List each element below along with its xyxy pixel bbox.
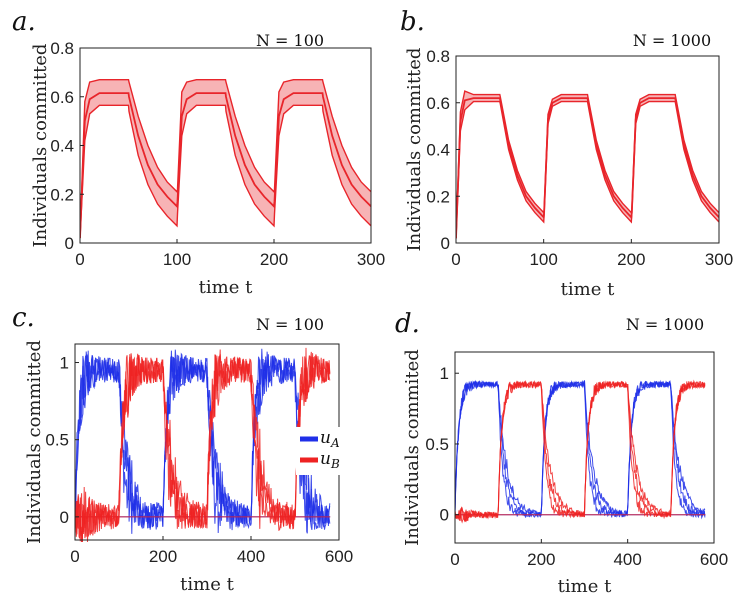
y-tick-label: 0.6 bbox=[50, 88, 74, 107]
x-tick-label: 200 bbox=[527, 550, 555, 569]
x-tick-label: 0 bbox=[75, 250, 84, 269]
y-tick-label: 0.5 bbox=[425, 435, 449, 454]
y-axis-label: Individuals committed bbox=[404, 48, 425, 252]
y-tick-label: 0.8 bbox=[50, 39, 74, 58]
plot-area bbox=[80, 78, 371, 239]
y-tick-label: 0.6 bbox=[426, 94, 450, 113]
panel-label: d. bbox=[395, 309, 420, 339]
x-tick-label: 300 bbox=[357, 250, 385, 269]
confidence-band bbox=[456, 91, 719, 239]
panel-label: a. bbox=[12, 7, 36, 37]
x-tick-label: 0 bbox=[70, 547, 79, 566]
x-tick-label: 600 bbox=[325, 547, 353, 566]
trace-u_A-2 bbox=[455, 379, 706, 518]
y-tick-label: 0.4 bbox=[426, 141, 450, 160]
x-tick-label: 400 bbox=[613, 550, 641, 569]
panel-d: d. N = 1000 0 200 400 600 0 0.5 1 time t Individua… bbox=[395, 309, 728, 597]
panel-a: a. N = 100 0 100 200 300 0 0.2 0.4 0.6 0.8 time t In… bbox=[12, 7, 385, 298]
y-tick-label: 1 bbox=[60, 354, 69, 373]
y-tick-label: 1 bbox=[440, 364, 449, 383]
y-tick-label: 0.8 bbox=[426, 47, 450, 66]
axes-frame bbox=[454, 351, 715, 544]
plot-area bbox=[75, 347, 331, 542]
confidence-band bbox=[80, 79, 371, 239]
plot-area bbox=[455, 379, 706, 524]
y-axis-label: Individuals commited bbox=[402, 349, 423, 546]
x-tick-label: 0 bbox=[450, 550, 459, 569]
y-tick-label: 0 bbox=[441, 234, 450, 253]
y-tick-label: 0.2 bbox=[426, 187, 450, 206]
legend-box bbox=[296, 427, 342, 475]
upper-bound-line bbox=[80, 78, 371, 239]
x-tick-label: 200 bbox=[617, 250, 645, 269]
trace-u_B-0 bbox=[455, 380, 706, 523]
x-tick-label: 400 bbox=[237, 547, 265, 566]
panel-title: N = 1000 bbox=[633, 31, 711, 50]
lower-bound-line bbox=[80, 104, 371, 239]
x-axis-label: time t bbox=[558, 576, 612, 597]
x-tick-label: 0 bbox=[451, 250, 460, 269]
x-tick-label: 600 bbox=[700, 550, 728, 569]
y-tick-label: 0 bbox=[65, 234, 74, 253]
trace-u_A-1 bbox=[455, 379, 706, 518]
trace-u_A-2 bbox=[75, 348, 331, 528]
panel-title: N = 100 bbox=[256, 315, 324, 334]
legend-subscript: B bbox=[330, 457, 340, 471]
trace-u_B-2 bbox=[455, 379, 706, 523]
y-axis-label: Individuals committed bbox=[24, 340, 45, 544]
x-axis-label: time t bbox=[199, 277, 253, 298]
x-tick-label: 100 bbox=[529, 250, 557, 269]
plot-area bbox=[456, 90, 719, 239]
axes-frame bbox=[455, 55, 720, 244]
x-axis-label: time t bbox=[561, 279, 615, 300]
mean-line bbox=[80, 92, 371, 239]
panel-c: c. N = 100 0 200 400 600 0 0.5 1 time t Individual… bbox=[12, 303, 353, 595]
panel-label: b. bbox=[400, 7, 425, 37]
x-tick-label: 200 bbox=[260, 250, 288, 269]
axes-frame bbox=[79, 47, 372, 244]
x-axis-label: time t bbox=[180, 574, 234, 595]
panel-label: c. bbox=[12, 303, 35, 333]
legend-subscript: A bbox=[330, 436, 340, 450]
mean-line bbox=[456, 97, 719, 239]
y-tick-label: 0.2 bbox=[50, 185, 74, 204]
y-tick-label: 0.5 bbox=[45, 431, 69, 450]
panel-title: N = 1000 bbox=[626, 315, 704, 334]
panel-b: b. N = 1000 0 100 200 300 0 0.2 0.4 0.6 0.8 time t I… bbox=[400, 7, 733, 300]
x-tick-label: 200 bbox=[149, 547, 177, 566]
y-tick-label: 0.4 bbox=[50, 137, 74, 156]
y-tick-label: 0 bbox=[60, 508, 69, 527]
panel-title: N = 100 bbox=[256, 31, 324, 50]
x-tick-label: 100 bbox=[163, 250, 191, 269]
upper-bound-line bbox=[456, 90, 719, 239]
trace-u_A-0 bbox=[455, 379, 706, 520]
y-axis-label: Individuals committed bbox=[30, 44, 51, 248]
x-tick-label: 300 bbox=[705, 250, 733, 269]
trace-u_B-1 bbox=[455, 379, 706, 524]
y-tick-label: 0 bbox=[440, 506, 449, 525]
